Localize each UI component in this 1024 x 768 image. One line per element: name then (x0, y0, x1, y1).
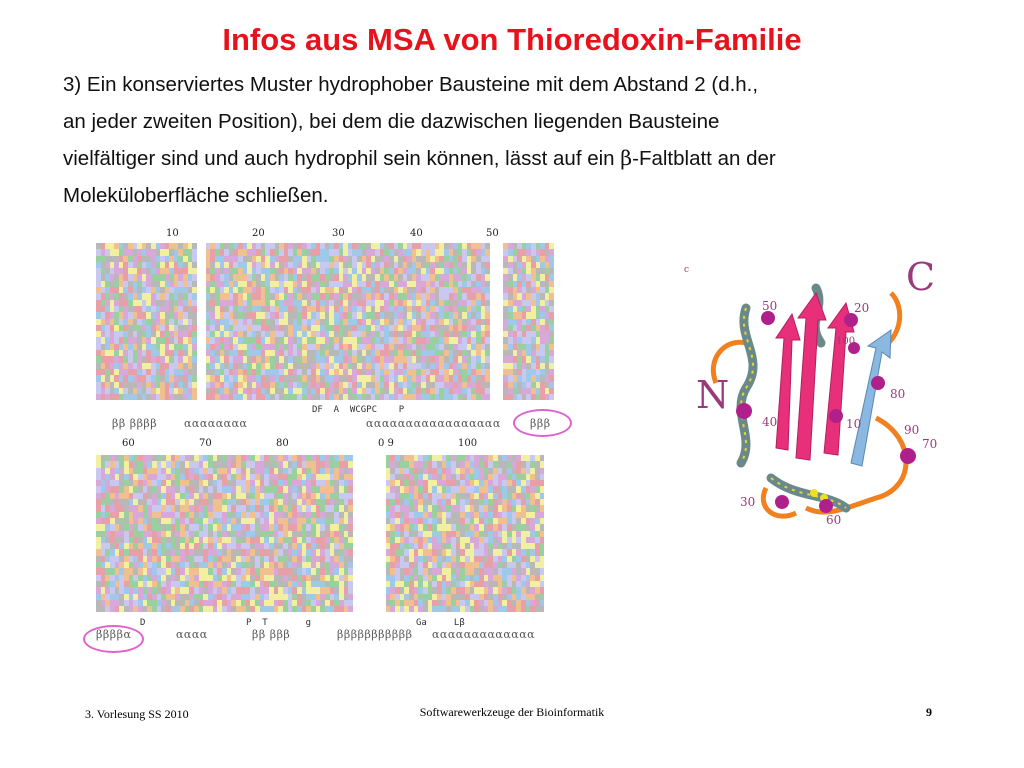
ruler-label-60: 60 (122, 438, 135, 449)
residue-label-60: 60 (826, 513, 841, 527)
ss-top-right: ααααααααααααααααα (366, 417, 501, 430)
ruler-label-50: 50 (486, 228, 499, 239)
body-line-3-text: vielfältiger sind und auch hydrophil sei… (63, 147, 621, 170)
residue-label-20: 20 (854, 301, 869, 315)
ruler-label-100: 100 (458, 438, 478, 449)
ruler-label-90: 0 9 (378, 438, 394, 449)
ss-bottom-c: ββ βββ (252, 628, 291, 641)
ruler-label-20: 20 (252, 228, 265, 239)
ruler-label-40: 40 (410, 228, 423, 239)
beta-symbol: β (620, 146, 633, 170)
consensus-bottom-right: Ga Lβ (416, 618, 465, 628)
alignment-bottom-grid (96, 455, 544, 615)
residue-label-80: 80 (890, 387, 905, 401)
ss-top-mid: αααααααα (184, 417, 248, 430)
ss-bottom-e: ααααααααααααα (432, 628, 536, 641)
ruler-label-70: 70 (199, 438, 212, 449)
residue-label-40: 40 (762, 415, 777, 429)
ss-top-left: ββ ββββ (112, 417, 158, 430)
consensus-bottom-mid: P T g (246, 618, 312, 628)
body-line-2: an jeder zweiten Position), bei dem die … (63, 110, 720, 133)
alignment-top-grid (96, 243, 554, 403)
ruler-label-10: 10 (166, 228, 179, 239)
body-paragraph: 3) Ein konserviertes Muster hydrophober … (63, 66, 983, 214)
slide-title: Infos aus MSA von Thioredoxin-Familie (222, 22, 802, 57)
highlight-oval-top (513, 409, 572, 437)
body-line-1: 3) Ein konserviertes Muster hydrophober … (63, 73, 759, 96)
ss-bottom-b: αααα (176, 628, 208, 641)
ruler-label-80: 80 (276, 438, 289, 449)
highlight-oval-bottom (83, 625, 144, 653)
residue-label-50: 50 (762, 299, 777, 313)
label-C-terminus: C (906, 255, 935, 299)
residue-label-90: 90 (904, 423, 919, 437)
consensus-top: DF A WCGPC P (312, 405, 405, 415)
footer-lecture: 3. Vorlesung SS 2010 (85, 707, 189, 721)
footer-page-number: 9 (926, 705, 932, 719)
ruler-label-30: 30 (332, 228, 345, 239)
body-line-3-suffix: -Faltblatt an der (632, 147, 776, 170)
consensus-bottom-left: D (140, 618, 146, 628)
body-line-3: vielfältiger sind und auch hydrophil sei… (63, 140, 983, 177)
thioredoxin-structure-image: c C N 50 20 100 80 (684, 255, 937, 527)
residue-label-10: 10 (846, 417, 861, 431)
ss-bottom-d: βββββββββββ (337, 628, 413, 641)
label-c-small: c (684, 265, 689, 275)
footer-course: Softwarewerkzeuge der Bioinformatik (419, 705, 605, 719)
residue-label-30: 30 (740, 495, 755, 509)
body-line-4: Moleküloberfläche schließen. (63, 184, 329, 207)
residue-label-100: 100 (836, 336, 855, 347)
residue-label-70: 70 (922, 437, 937, 451)
